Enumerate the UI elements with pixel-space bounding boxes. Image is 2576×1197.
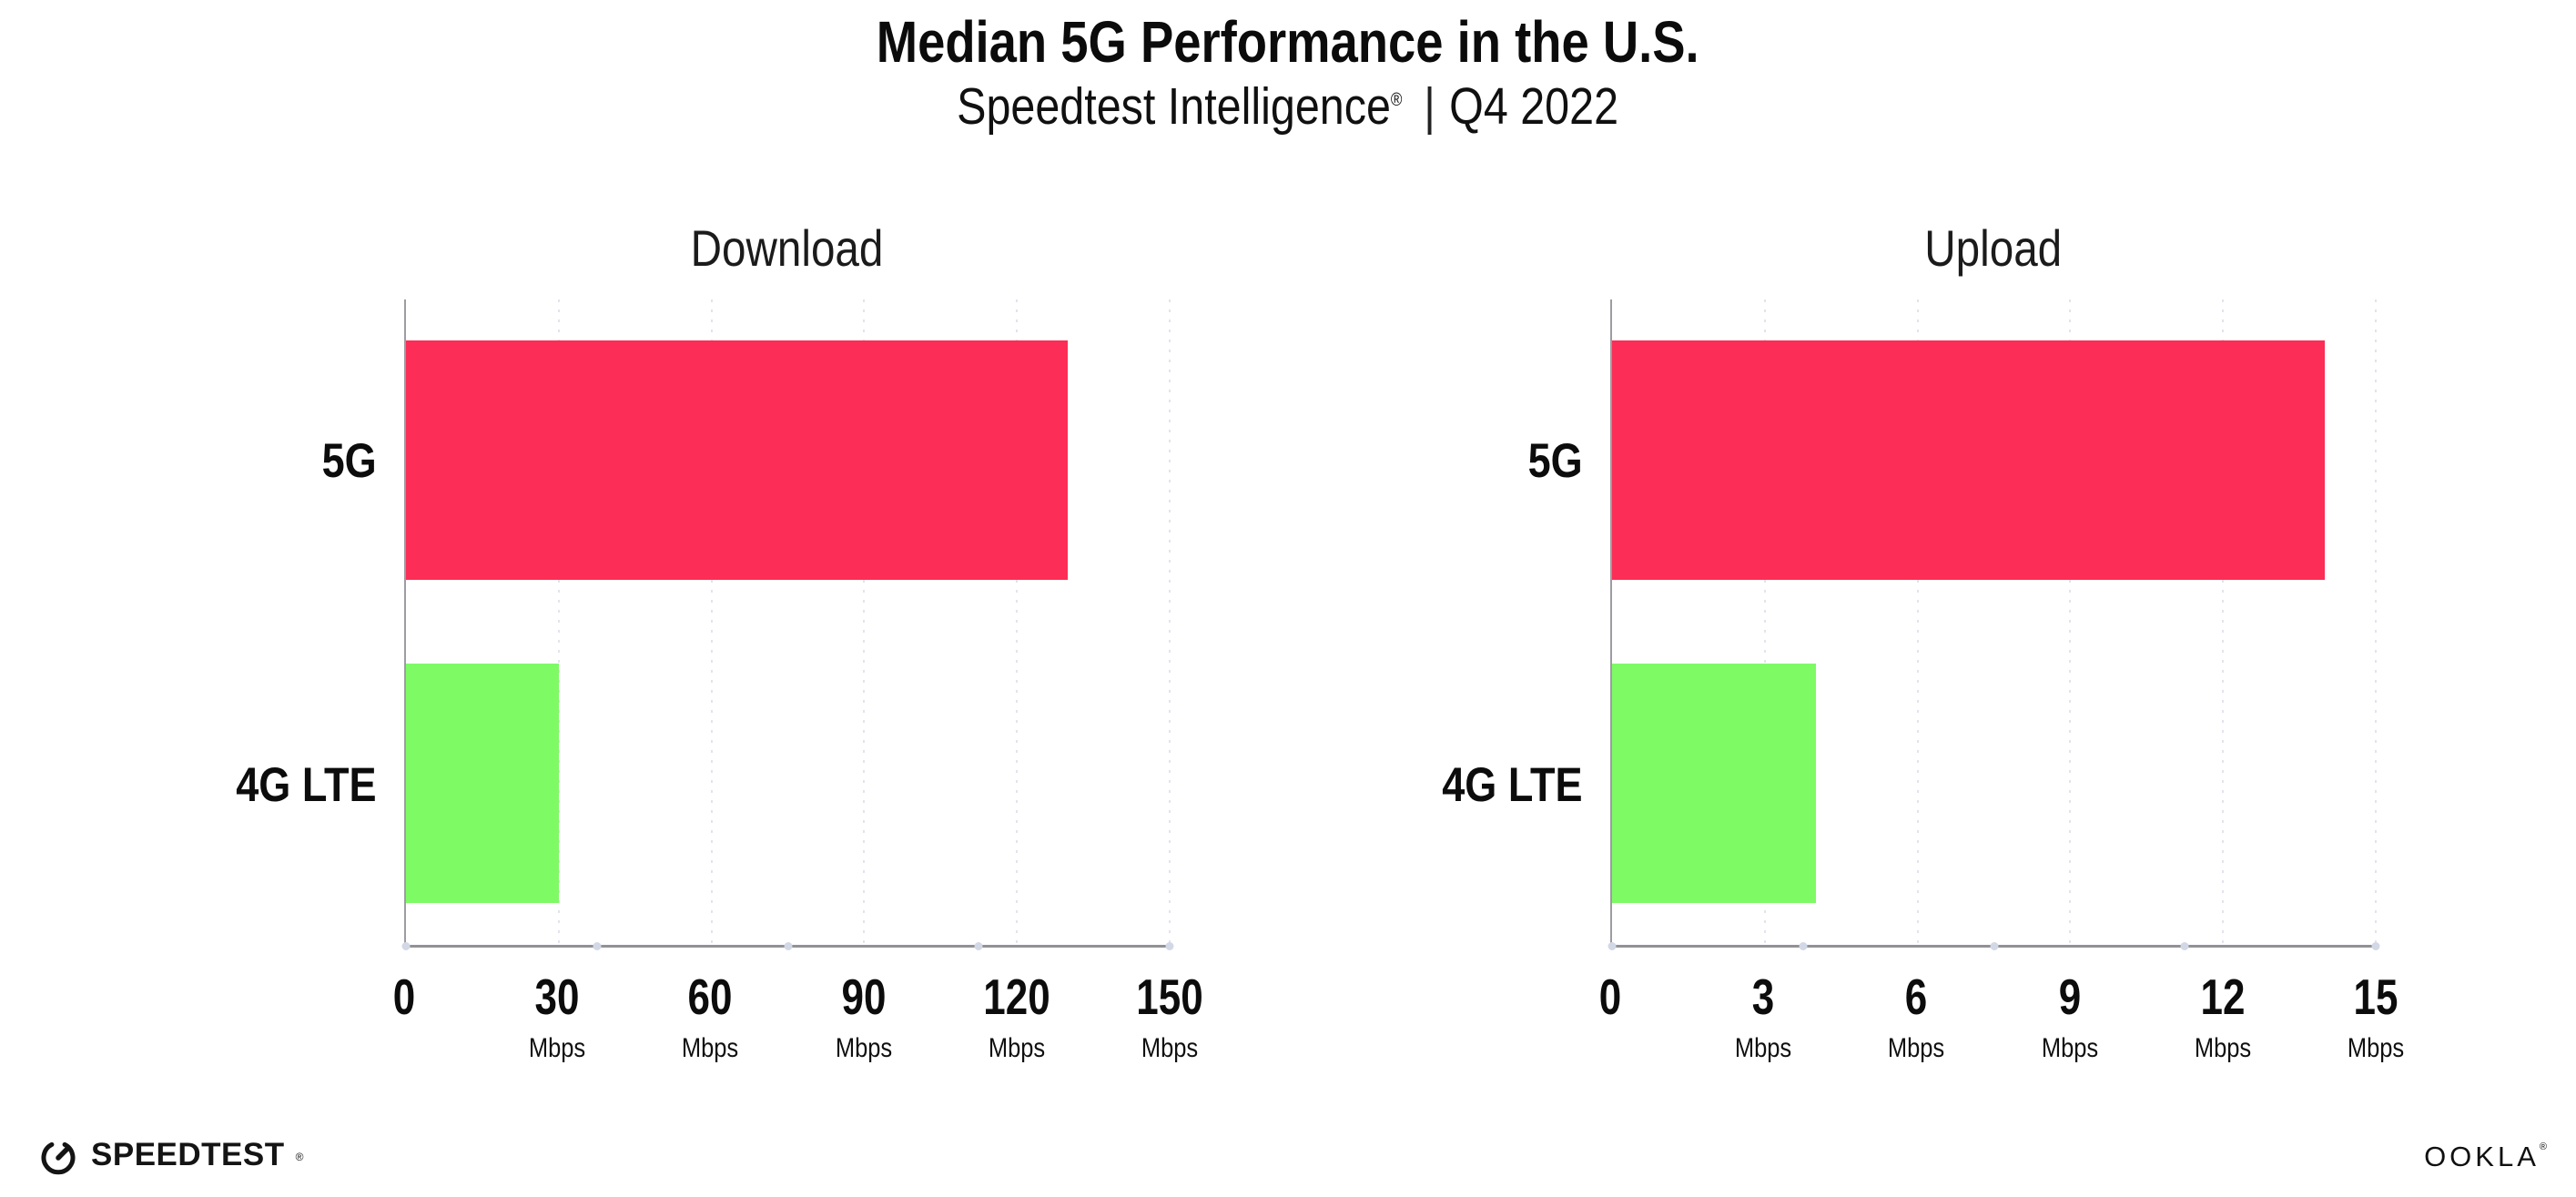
download-axis-dot bbox=[593, 941, 602, 950]
tick-unit-label: Mbps bbox=[2194, 1032, 2251, 1063]
download-gridline-120 bbox=[1016, 299, 1019, 945]
ookla-registered-mark: ® bbox=[2539, 1141, 2547, 1152]
upload-gridline-6 bbox=[1916, 299, 1919, 945]
download-gridline-90 bbox=[863, 299, 866, 945]
upload-tick-6: 6 Mbps bbox=[1888, 968, 1945, 1063]
download-chart: Download 5G 4G LTE 0 30 Mbps 60 Mbps 90 Mbps 120… bbox=[91, 196, 1203, 1093]
download-category-labels: 5G 4G LTE bbox=[91, 299, 404, 948]
upload-category-label-5g: 5G bbox=[1527, 434, 1583, 489]
download-tick-90: 90 Mbps bbox=[835, 968, 892, 1063]
download-axis-dot bbox=[401, 941, 411, 950]
page-subtitle: Speedtest Intelligence® | Q4 2022 bbox=[0, 77, 2576, 137]
upload-axis-dot bbox=[1607, 941, 1617, 950]
tick-unit-label: Mbps bbox=[835, 1032, 892, 1063]
upload-chart: Upload 5G 4G LTE 0 3 Mbps 6 Mbps 9 Mbps 12 Mbps 15… bbox=[1297, 196, 2405, 1093]
upload-axis-dot bbox=[1799, 941, 1808, 950]
speedtest-gauge-icon bbox=[41, 1141, 76, 1175]
download-gridline-30 bbox=[557, 299, 560, 945]
ookla-wordmark: OOKLA bbox=[2424, 1141, 2540, 1172]
charts-row: Download 5G 4G LTE 0 30 Mbps 60 Mbps 90 Mbps 120… bbox=[0, 196, 2576, 1093]
tick-unit-label: Mbps bbox=[2347, 1032, 2405, 1063]
tick-unit-label: Mbps bbox=[988, 1032, 1045, 1063]
download-tick-30: 30 Mbps bbox=[529, 968, 586, 1063]
tick-unit-label: Mbps bbox=[1141, 1032, 1199, 1063]
download-bar-4g-lte bbox=[406, 663, 559, 903]
upload-axis-dot bbox=[1990, 941, 1998, 950]
upload-gridline-12 bbox=[2222, 299, 2225, 945]
download-category-label-5g: 5G bbox=[321, 434, 377, 489]
download-bar-5g bbox=[406, 340, 1069, 581]
download-tick-120: 120 Mbps bbox=[975, 968, 1059, 1064]
upload-tick-12: 12 Mbps bbox=[2194, 968, 2251, 1063]
upload-plot-area bbox=[1607, 299, 2380, 950]
download-axis-dot bbox=[1165, 941, 1174, 950]
upload-tick-0: 0 bbox=[1598, 968, 1622, 1025]
upload-tick-9: 9 Mbps bbox=[2041, 968, 2098, 1063]
download-chart-title: Download bbox=[690, 218, 884, 277]
tick-unit-label: Mbps bbox=[1735, 1032, 1792, 1063]
download-gridline-60 bbox=[710, 299, 713, 945]
registered-mark: ® bbox=[1391, 90, 1403, 111]
upload-gridline-3 bbox=[1763, 299, 1766, 945]
speedtest-wordmark: SPEEDTEST bbox=[91, 1137, 285, 1172]
download-axis-dot bbox=[974, 941, 983, 950]
upload-axis-dot bbox=[2180, 941, 2189, 950]
upload-category-label-4g-lte: 4G LTE bbox=[1442, 758, 1583, 813]
tick-unit-label: Mbps bbox=[529, 1032, 586, 1063]
upload-bar-4g-lte bbox=[1612, 663, 1816, 903]
upload-category-labels: 5G 4G LTE bbox=[1297, 299, 1610, 948]
ookla-logo: OOKLA® bbox=[2424, 1141, 2547, 1173]
page-title: Median 5G Performance in the U.S. bbox=[877, 9, 1699, 75]
upload-chart-title: Upload bbox=[1924, 218, 2062, 277]
download-x-axis: 0 30 Mbps 60 Mbps 90 Mbps 120 Mbps 150 Mbps bbox=[393, 948, 1203, 1093]
upload-x-axis: 0 3 Mbps 6 Mbps 9 Mbps 12 Mbps 15 Mbps bbox=[1599, 948, 2404, 1093]
upload-bar-5g bbox=[1612, 340, 2326, 581]
subtitle-separator: | bbox=[1424, 77, 1436, 137]
upload-gridline-15 bbox=[2375, 299, 2377, 945]
tick-unit-label: Mbps bbox=[1888, 1032, 1945, 1063]
download-tick-0: 0 bbox=[392, 968, 416, 1025]
download-tick-60: 60 Mbps bbox=[682, 968, 739, 1063]
subtitle-period: Q4 2022 bbox=[1449, 77, 1619, 137]
download-axis-dot bbox=[784, 941, 792, 950]
speedtest-logo: SPEEDTEST ® bbox=[36, 1133, 303, 1177]
tick-unit-label: Mbps bbox=[2041, 1032, 2098, 1063]
speedtest-registered-mark: ® bbox=[295, 1151, 304, 1163]
header: Median 5G Performance in the U.S. Speedt… bbox=[0, 0, 2576, 137]
download-gridline-150 bbox=[1169, 299, 1171, 945]
upload-tick-15: 15 Mbps bbox=[2347, 968, 2405, 1063]
download-category-label-4g-lte: 4G LTE bbox=[236, 758, 377, 813]
download-plot-area bbox=[401, 299, 1174, 950]
tick-unit-label: Mbps bbox=[682, 1032, 739, 1063]
upload-axis-dot bbox=[2371, 941, 2380, 950]
download-tick-150: 150 Mbps bbox=[1128, 968, 1212, 1064]
upload-tick-3: 3 Mbps bbox=[1735, 968, 1792, 1063]
subtitle-brand: Speedtest Intelligence bbox=[957, 77, 1392, 137]
upload-gridline-9 bbox=[2069, 299, 2072, 945]
